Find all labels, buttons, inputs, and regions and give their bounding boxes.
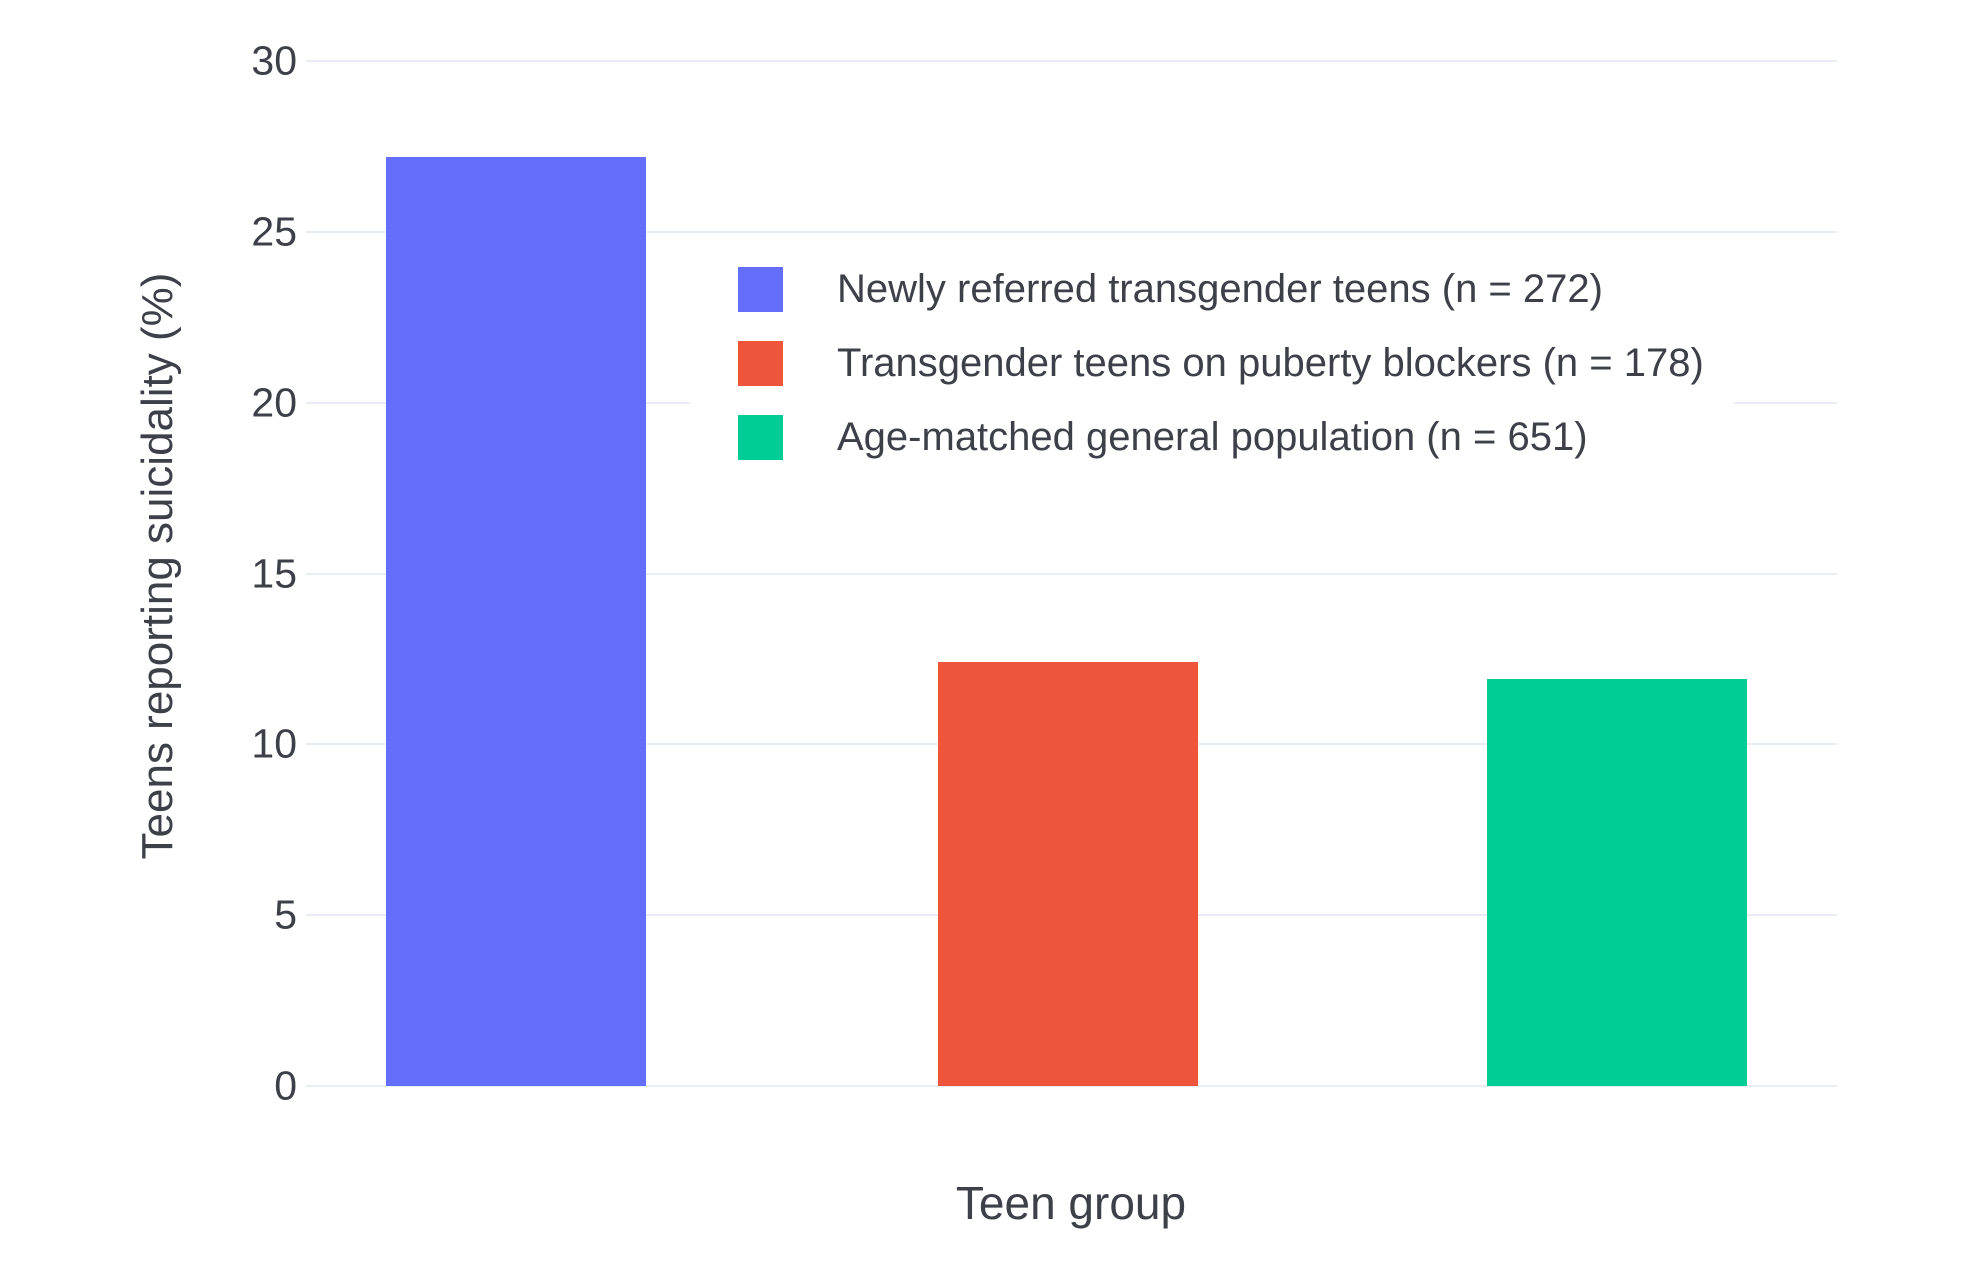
y-tick-label: 10 [251,720,297,767]
legend-label: Transgender teens on puberty blockers (n… [837,341,1704,385]
gridline [306,230,1837,233]
legend-swatch [738,266,783,312]
legend-swatch [738,414,783,460]
legend-swatch [738,340,783,386]
y-tick-label: 0 [274,1062,297,1109]
legend-label: Newly referred transgender teens (n = 27… [837,267,1603,311]
gridline [306,572,1837,575]
gridline [306,60,1837,62]
y-tick-label: 25 [251,208,297,255]
legend-label: Age-matched general population (n = 651) [837,415,1588,459]
x-axis-title: Teen group [955,1177,1187,1229]
y-axis-tick-labels: 0 5 10 15 20 25 30 [0,40,297,1106]
bar-0[interactable] [385,156,647,1086]
legend-item-1[interactable]: Transgender teens on puberty blockers (n… [738,326,1704,400]
legend-item-2[interactable]: Age-matched general population (n = 651) [738,400,1704,474]
y-tick-label: 5 [274,891,297,938]
x-axis-zero-line [306,1085,1837,1087]
y-tick-label: 30 [251,37,297,84]
legend-item-0[interactable]: Newly referred transgender teens (n = 27… [738,252,1704,326]
legend: Newly referred transgender teens (n = 27… [690,250,1734,476]
plot-area [306,60,1837,1087]
y-tick-label: 15 [251,550,297,596]
bar-1[interactable] [937,662,1199,1086]
y-tick-label: 20 [251,379,297,426]
bar-2[interactable] [1486,679,1748,1086]
